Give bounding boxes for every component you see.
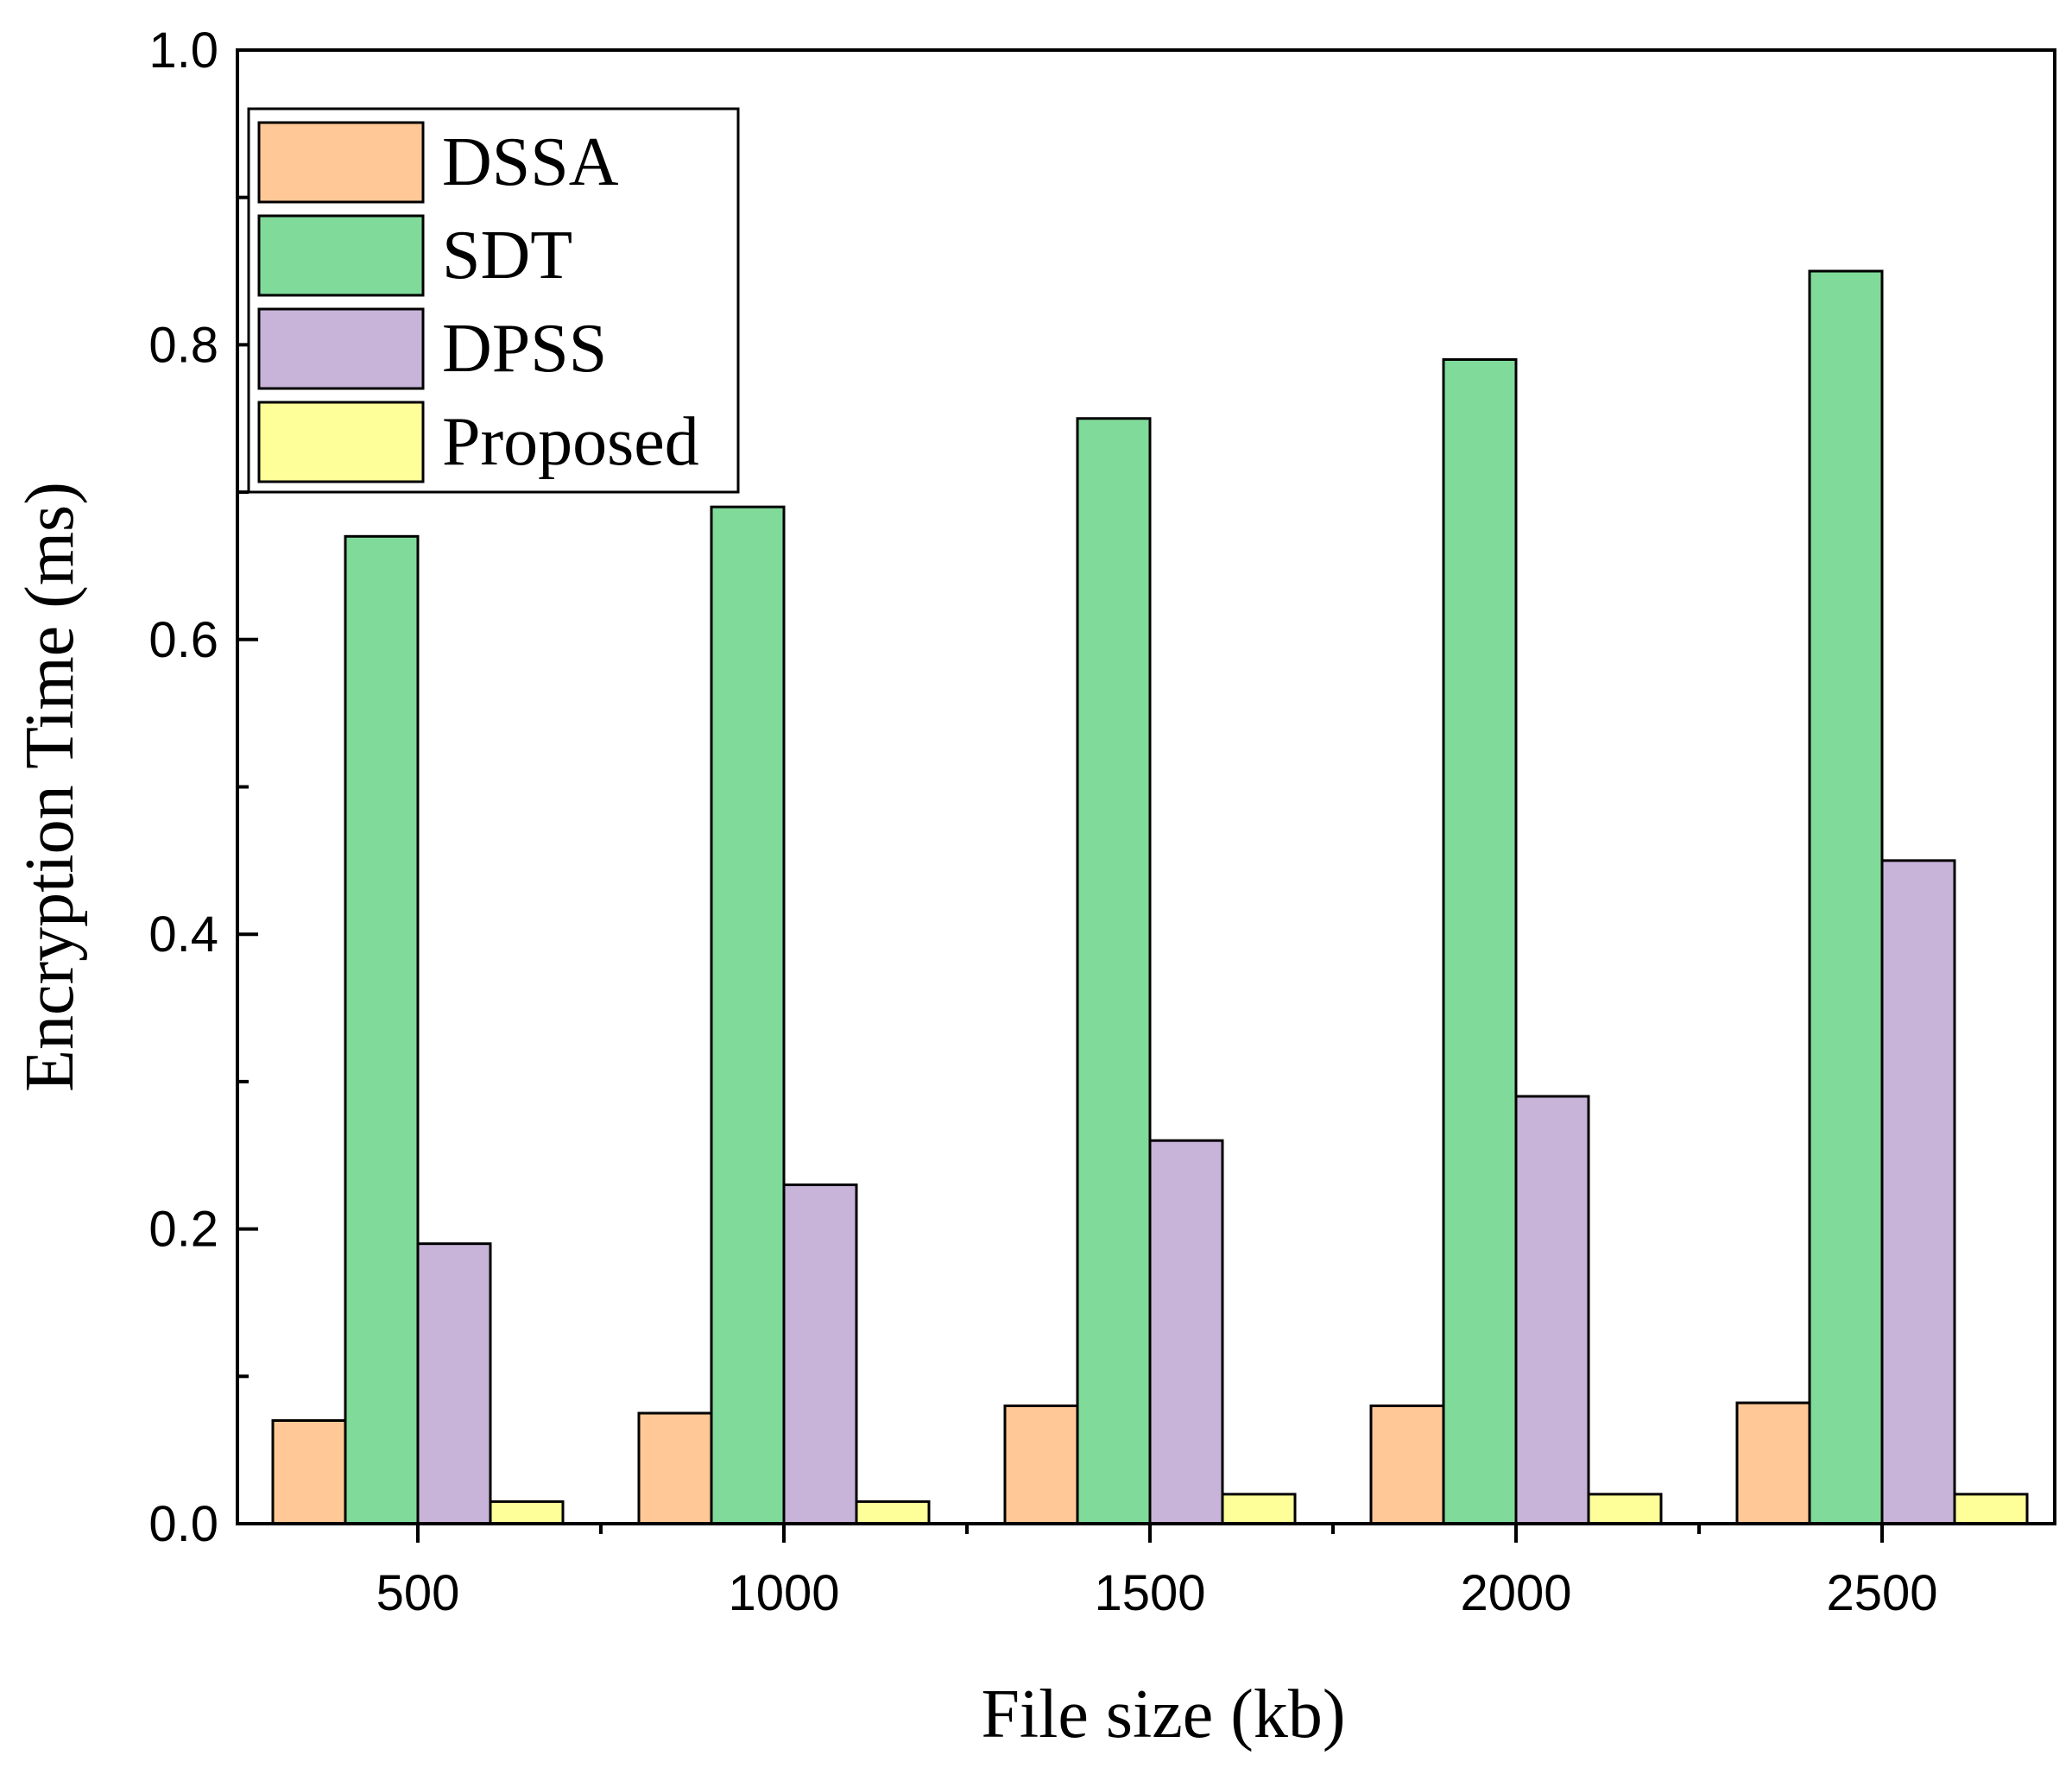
x-tick-label: 1500 <box>1094 1565 1205 1621</box>
bar-dssa-2500 <box>1735 1401 1811 1525</box>
plot-frame <box>236 48 2056 1525</box>
bar-dpss-2500 <box>1880 859 1956 1525</box>
bar-dssa-500 <box>271 1419 347 1525</box>
legend: DSSA SDT DPSS Proposed <box>247 107 740 494</box>
x-tick-label: 2000 <box>1460 1565 1571 1621</box>
bar-dssa-1500 <box>1003 1404 1079 1525</box>
legend-swatch-proposed <box>257 401 425 483</box>
bar-dssa-2000 <box>1369 1404 1445 1525</box>
bar-sdt-2500 <box>1808 269 1884 1525</box>
bar-sdt-1500 <box>1076 417 1152 1525</box>
bar-proposed-1500 <box>1221 1493 1297 1525</box>
bar-sdt-1000 <box>710 505 786 1525</box>
y-axis: 0.0 0.2 0.4 0.6 0.8 1.0 <box>148 22 258 1552</box>
x-tick-label: 500 <box>376 1565 460 1621</box>
y-tick-label: 0.2 <box>148 1202 218 1258</box>
legend-swatch-dssa <box>257 121 425 204</box>
bar-dpss-2000 <box>1514 1095 1590 1525</box>
y-tick-label: 0.6 <box>148 612 218 668</box>
bar-proposed-500 <box>489 1500 565 1525</box>
bar-dpss-1000 <box>782 1183 858 1525</box>
x-tick-label: 1000 <box>728 1565 839 1621</box>
y-tick-label: 0.4 <box>148 906 218 963</box>
legend-label-dpss: DPSS <box>442 311 607 387</box>
bar-dpss-1500 <box>1148 1139 1224 1525</box>
bar-dpss-500 <box>416 1242 492 1525</box>
bars <box>271 269 2029 1525</box>
y-axis-title: Encryption Time (ms) <box>12 482 88 1092</box>
y-tick-label: 0.0 <box>148 1496 218 1552</box>
x-tick-label: 2500 <box>1826 1565 1937 1621</box>
bar-proposed-2500 <box>1953 1493 2029 1525</box>
bar-sdt-500 <box>344 534 420 1525</box>
y-tick-label: 0.8 <box>148 317 218 373</box>
x-axis: 500 1000 1500 2000 2500 <box>376 1524 1938 1621</box>
bar-proposed-2000 <box>1587 1493 1663 1525</box>
plot-area: 0.0 0.2 0.4 0.6 0.8 1.0 500 1000 1500 2000 2500 <box>148 22 2056 1621</box>
legend-swatch-dpss <box>257 307 425 390</box>
x-axis-title: File size (kb) <box>981 1676 1345 1752</box>
bar-dssa-1000 <box>637 1411 713 1525</box>
legend-label-proposed: Proposed <box>442 404 699 480</box>
bar-proposed-1000 <box>855 1500 931 1525</box>
bar-sdt-2000 <box>1442 357 1518 1525</box>
y-tick-label: 1.0 <box>148 22 218 79</box>
legend-label-dssa: DSSA <box>442 124 619 200</box>
legend-label-sdt: SDT <box>442 218 572 294</box>
legend-swatch-sdt <box>257 214 425 297</box>
